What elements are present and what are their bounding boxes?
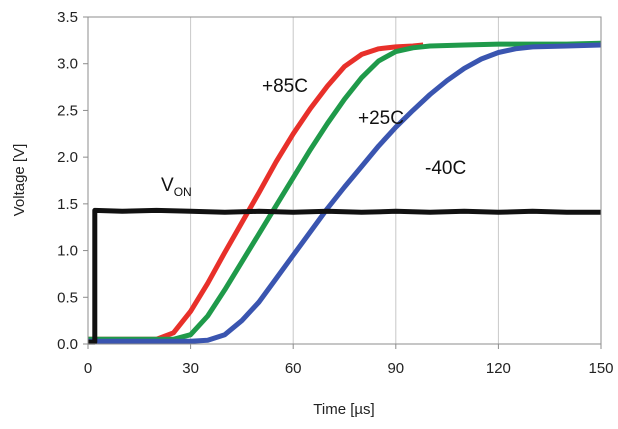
y-tick-label: 3.0 — [57, 56, 78, 73]
y-tick-label: 2.5 — [57, 102, 78, 119]
x-tick-label: 60 — [285, 360, 302, 377]
x-tick-label: 30 — [182, 360, 199, 377]
series-label-plus25C: +25C — [358, 108, 404, 129]
series-label-von-subscript: ON — [174, 185, 192, 199]
y-tick-label: 1.5 — [57, 196, 78, 213]
plot-frame — [87, 16, 602, 345]
grid-layer — [190, 17, 499, 344]
x-tick-label: 120 — [486, 360, 511, 377]
x-axis-title: Time [µs] — [313, 401, 374, 418]
series-label-minus40C: -40C — [425, 158, 466, 179]
y-tick-label: 0.0 — [57, 336, 78, 353]
y-axis-title: Voltage [V] — [11, 144, 28, 217]
x-tick-label: 90 — [387, 360, 404, 377]
series-layer — [88, 40, 602, 345]
label-layer: +85C +25C -40C VON — [161, 76, 466, 199]
x-tick-label: 0 — [84, 360, 92, 377]
series-line-plus25C — [88, 40, 602, 342]
x-tick-label: 150 — [588, 360, 613, 377]
series-line-plus85C — [88, 42, 424, 342]
series-label-von: VON — [161, 175, 192, 199]
series-label-plus85C: +85C — [262, 76, 308, 97]
series-line-von — [88, 207, 601, 345]
series-line-minus40C — [88, 42, 602, 344]
y-tick-label: 0.5 — [57, 289, 78, 306]
y-tick-label: 2.0 — [57, 149, 78, 166]
y-tick-label: 3.5 — [57, 9, 78, 26]
y-tick-label: 1.0 — [57, 243, 78, 260]
axes-layer: 0.0 0.5 1.0 1.5 2.0 2.5 3.0 3.5 0 30 60 90 120 150 — [57, 9, 613, 377]
